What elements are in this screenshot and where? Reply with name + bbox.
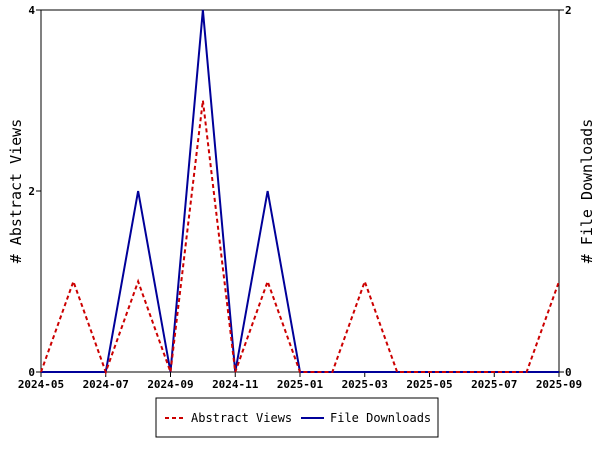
plot-frame bbox=[40, 9, 560, 373]
x-tick-label: 2024-09 bbox=[147, 378, 193, 391]
x-axis: 2024-05 2024-07 2024-09 2024-11 2025-01 2025-… bbox=[18, 372, 582, 391]
series-line-file-downloads bbox=[41, 9, 559, 373]
y-tick-label: 2 bbox=[28, 185, 35, 198]
y-axis-left: 0 2 4 bbox=[28, 4, 41, 379]
legend-label-file-downloads: File Downloads bbox=[330, 411, 431, 425]
series-layer bbox=[40, 9, 560, 375]
x-tick-label: 2025-07 bbox=[471, 378, 517, 391]
y-axis-right: 02 bbox=[559, 4, 572, 379]
x-tick-label: 2024-07 bbox=[83, 378, 129, 391]
y2-tick-label: 2 bbox=[565, 4, 572, 17]
x-tick-label: 2025-09 bbox=[536, 378, 582, 391]
x-tick-label: 2025-05 bbox=[406, 378, 452, 391]
x-tick-label: 2024-11 bbox=[212, 378, 259, 391]
y-tick-label: 4 bbox=[28, 4, 35, 17]
x-tick-label: 2025-03 bbox=[342, 378, 388, 391]
y-tick-label: 0 bbox=[28, 366, 35, 379]
plot-area bbox=[40, 9, 560, 373]
legend-label-abstract-views: Abstract Views bbox=[191, 411, 292, 425]
series-line-abstract-views bbox=[40, 100, 560, 375]
x-tick-label: 2025-01 bbox=[277, 378, 324, 391]
y-axis-title: # Abstract Views bbox=[7, 119, 25, 264]
legend: Abstract Views File Downloads bbox=[155, 397, 439, 438]
y2-axis-title: # File Downloads bbox=[578, 119, 596, 264]
y2-tick-label: 0 bbox=[565, 366, 572, 379]
x-tick-label: 2024-05 bbox=[18, 378, 64, 391]
legend-box bbox=[155, 397, 439, 438]
